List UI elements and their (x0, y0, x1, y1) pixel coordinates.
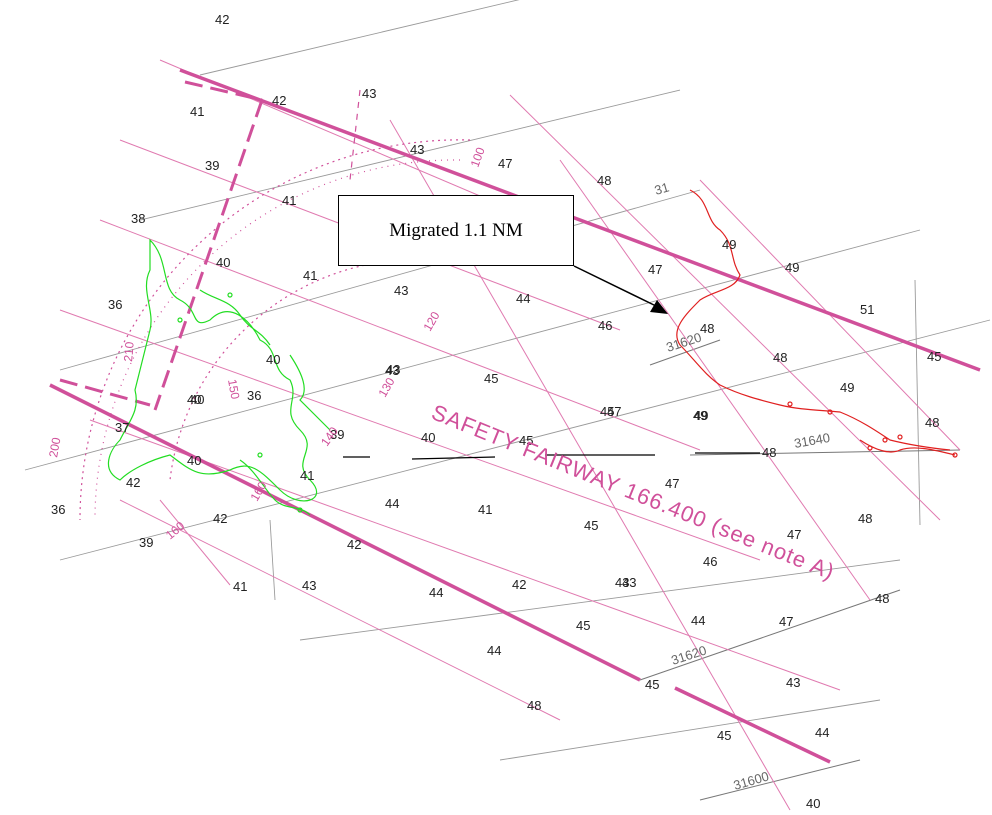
sounding: 46 (598, 318, 612, 333)
loran-label: 31640 (793, 430, 831, 451)
sounding: 41 (478, 502, 492, 517)
sounding: 45 (927, 349, 941, 364)
sounding: 45 (600, 404, 614, 419)
sounding: 47 (648, 262, 662, 277)
chart-sheet (12, 5, 990, 815)
sounding: 44 (691, 613, 705, 628)
sounding: 43 (302, 578, 316, 593)
sounding: 49 (693, 408, 707, 423)
dashed-reference-line (343, 452, 760, 460)
fairway-boundaries (49, 68, 981, 764)
sounding: 40 (266, 352, 280, 367)
sounding: 42 (272, 93, 286, 108)
sounding: 43 (385, 363, 399, 378)
callout-arrow-icon (573, 265, 668, 314)
sounding: 41 (233, 579, 247, 594)
sounding: 47 (665, 476, 679, 491)
sounding: 36 (51, 502, 65, 517)
sounding: 48 (597, 173, 611, 188)
sounding: 42 (126, 475, 140, 490)
sounding: 47 (607, 404, 621, 419)
sounding: 45 (645, 677, 659, 692)
sounding: 48 (925, 415, 939, 430)
sounding: 36 (108, 297, 122, 312)
sounding: 41 (300, 468, 314, 483)
sounding: 44 (516, 291, 530, 306)
sounding: 43 (410, 142, 424, 157)
sounding: 42 (213, 511, 227, 526)
sounding: 43 (394, 283, 408, 298)
bearing-label: 210 (121, 341, 137, 362)
sounding: 47 (779, 614, 793, 629)
sounding: 49 (785, 260, 799, 275)
dashed-boundaries (59, 80, 264, 411)
sounding: 49 (840, 380, 854, 395)
sounding: 45 (484, 371, 498, 386)
sounding: 43 (786, 675, 800, 690)
sounding: 39 (205, 158, 219, 173)
sounding: 45 (717, 728, 731, 743)
sounding: 45 (576, 618, 590, 633)
sounding: 48 (527, 698, 541, 713)
sounding: 40 (421, 430, 435, 445)
sounding: 49 (722, 237, 736, 252)
sounding: 43 (362, 86, 376, 101)
sounding: 40 (187, 392, 201, 407)
red-contour (676, 189, 958, 458)
sounding: 45 (584, 518, 598, 533)
sounding: 44 (487, 643, 501, 658)
green-contour (107, 238, 331, 516)
sounding: 48 (773, 350, 787, 365)
sounding: 39 (139, 535, 153, 550)
sounding: 38 (131, 211, 145, 226)
sounding: 39 (330, 427, 344, 442)
sounding: 48 (700, 321, 714, 336)
loran-lines (639, 339, 961, 801)
sounding: 46 (703, 554, 717, 569)
compass-rose-ticks (79, 89, 471, 521)
sounding: 41 (190, 104, 204, 119)
sounding: 44 (385, 496, 399, 511)
migration-callout: Migrated 1.1 NM (338, 195, 574, 266)
sounding: 37 (115, 420, 129, 435)
loran-label: 31 (653, 179, 671, 197)
sounding: 43 (386, 362, 400, 377)
sounding: 48 (858, 511, 872, 526)
sounding: 43 (615, 575, 629, 590)
sounding: 41 (303, 268, 317, 283)
sounding: 42 (347, 537, 361, 552)
sounding: 49 (694, 408, 708, 423)
bearing-label: 150 (225, 378, 242, 400)
sounding: 40 (190, 392, 204, 407)
sounding: 47 (787, 527, 801, 542)
bearing-label: 200 (46, 436, 63, 458)
sounding: 40 (187, 453, 201, 468)
sounding: 51 (860, 302, 874, 317)
sounding: 45 (519, 433, 533, 448)
soundings: 42 42 43 41 39 43 47 48 38 41 40 41 43 4… (51, 12, 941, 811)
bearing-label: 100 (468, 145, 488, 169)
loran-label: 31600 (732, 768, 771, 792)
sounding: 36 (247, 388, 261, 403)
sounding: 42 (512, 577, 526, 592)
sounding: 44 (429, 585, 443, 600)
sounding: 41 (282, 193, 296, 208)
sounding: 42 (215, 12, 229, 27)
sounding: 44 (815, 725, 829, 740)
sounding: 48 (875, 591, 889, 606)
sounding: 43 (622, 575, 636, 590)
sounding: 40 (216, 255, 230, 270)
sounding: 40 (806, 796, 820, 811)
sounding: 48 (762, 445, 776, 460)
sounding: 47 (498, 156, 512, 171)
grid-lines (24, 0, 991, 761)
